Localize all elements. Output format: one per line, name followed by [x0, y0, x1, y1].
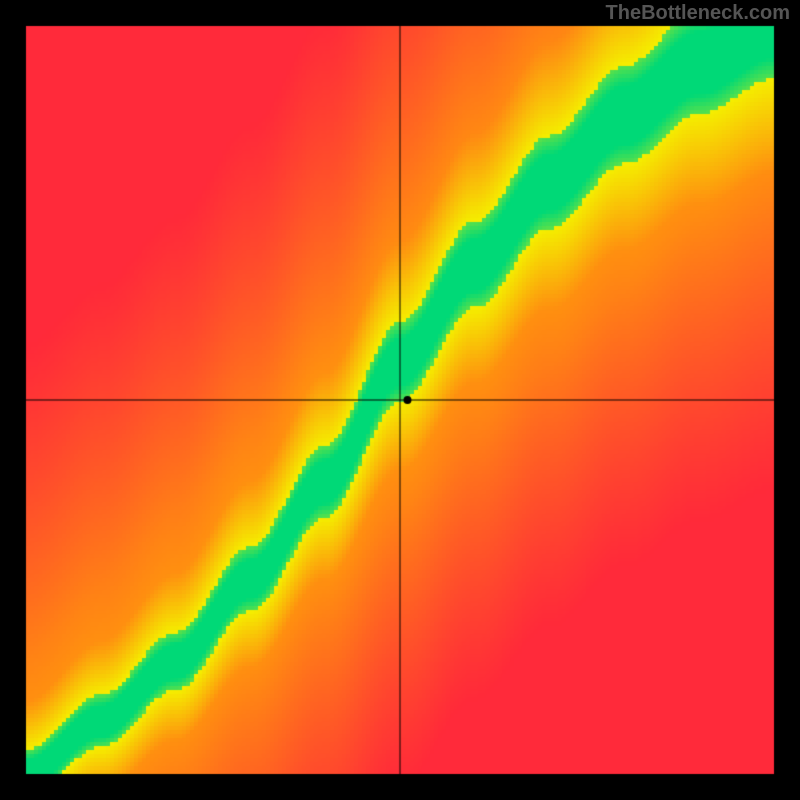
bottleneck-heatmap [0, 0, 800, 800]
chart-container: TheBottleneck.com [0, 0, 800, 800]
attribution-label: TheBottleneck.com [606, 2, 790, 25]
